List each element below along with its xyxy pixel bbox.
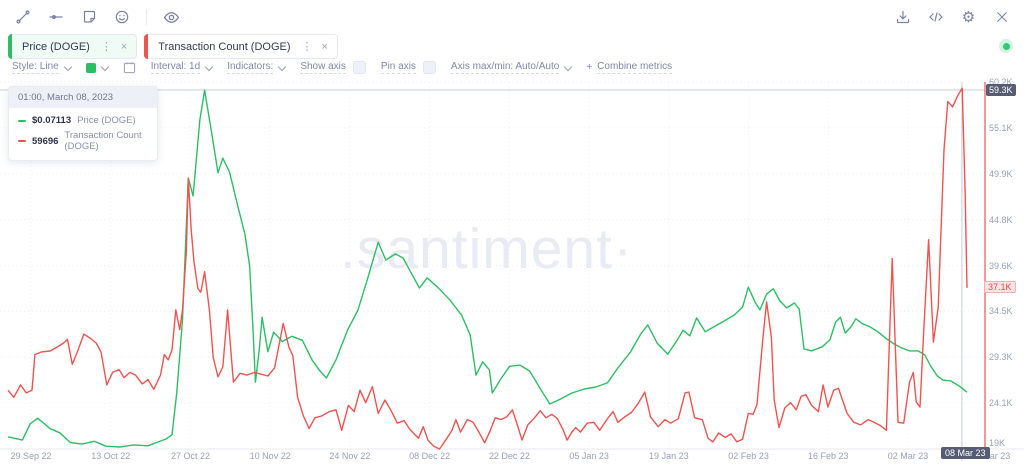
line-color-swatch: [85, 62, 96, 73]
combine-metrics-button[interactable]: + Combine metrics: [586, 61, 673, 74]
plus-icon: +: [586, 62, 593, 73]
close-tab-icon[interactable]: ×: [321, 40, 328, 53]
chevron-down-icon: [278, 62, 287, 71]
trend-line-icon[interactable]: [14, 9, 31, 26]
x-axis-label: 16 Feb 23: [808, 451, 849, 461]
y-axis-label: 34.5K: [989, 306, 1013, 317]
tooltip-row-price: $0.07113 Price (DOGE): [9, 113, 157, 128]
chevron-down-icon: [63, 62, 72, 71]
tab-accent-bar: [144, 34, 149, 59]
y-axis-label: 49.9K: [989, 168, 1013, 179]
kebab-menu-icon[interactable]: ⋮: [301, 41, 313, 53]
download-icon[interactable]: [894, 9, 911, 26]
tooltip-txn-value: 59696: [32, 135, 59, 147]
color-swatch-selector[interactable]: [85, 62, 109, 73]
x-axis-label: 13 Oct 22: [91, 451, 131, 461]
tab-price-doge[interactable]: Price (DOGE) ⋮ ×: [8, 34, 138, 59]
interval-calendar-icon[interactable]: [123, 61, 136, 74]
pin-axis-checkbox[interactable]: [422, 61, 436, 74]
tab-transaction-count-doge[interactable]: Transaction Count (DOGE) ⋮ ×: [144, 34, 338, 59]
interval-selector[interactable]: Interval: 1d: [150, 61, 214, 74]
x-axis-label: 16 Mar 23: [969, 451, 1011, 461]
txn-series-dash-icon: [18, 140, 26, 142]
pin-axis-toggle[interactable]: Pin axis: [380, 61, 436, 74]
chart-tooltip: 01:00, March 08, 2023 $0.07113 Price (DO…: [8, 86, 158, 161]
indicators-selector[interactable]: Indicators:: [227, 61, 287, 74]
tooltip-date-header: 01:00, March 08, 2023: [9, 87, 157, 108]
emoji-icon[interactable]: [113, 9, 130, 26]
chart-settings-row: Style: Line Interval: 1d Indicators: Sho…: [12, 61, 673, 74]
tab-label: Price (DOGE): [22, 40, 90, 53]
chevron-down-icon: [100, 62, 109, 71]
y-axis-label: 55.1K: [989, 122, 1013, 133]
series-line-transaction-count: [7, 87, 968, 450]
x-axis-label: 19 Jan 23: [649, 451, 689, 461]
toolbar-right-group: ⚙: [894, 9, 1010, 26]
settings-gear-icon[interactable]: ⚙: [961, 8, 976, 26]
y-axis-label: 19K: [989, 438, 1006, 448]
kebab-menu-icon[interactable]: ⋮: [100, 41, 112, 53]
x-axis-label: 02 Mar 23: [887, 451, 929, 461]
santiment-watermark: .santiment·: [340, 217, 633, 281]
show-axis-toggle[interactable]: Show axis: [300, 61, 366, 74]
y-axis-label: 39.6K: [989, 260, 1013, 271]
close-icon[interactable]: [993, 9, 1010, 26]
toolbar-divider: [146, 9, 147, 25]
toolbar-left-group: [14, 9, 180, 26]
tab-label: Transaction Count (DOGE): [158, 40, 291, 53]
tooltip-price-value: $0.07113: [32, 115, 72, 126]
x-axis-label: 27 Oct 22: [170, 451, 210, 461]
crosshair-date-badge: 08 Mar 23: [941, 447, 990, 459]
crosshair-value-badge: 59.3K: [986, 84, 1016, 97]
top-toolbar: ⚙: [0, 0, 1024, 34]
chevron-down-icon: [564, 62, 573, 71]
close-tab-icon[interactable]: ×: [120, 40, 128, 53]
tab-accent-bar: [8, 34, 12, 59]
eye-icon[interactable]: [163, 9, 180, 26]
x-axis-label: 08 Dec 22: [409, 451, 451, 461]
note-icon[interactable]: [80, 9, 97, 26]
x-axis-label: 02 Feb 23: [728, 451, 769, 461]
x-axis-label: 05 Jan 23: [569, 451, 609, 461]
metric-tabs: Price (DOGE) ⋮ × Transaction Count (DOGE…: [8, 34, 338, 59]
show-axis-checkbox[interactable]: [352, 61, 366, 74]
style-selector[interactable]: Style: Line: [12, 61, 72, 74]
horizontal-ray-icon[interactable]: [47, 9, 64, 26]
y-axis-label: 60.2K: [989, 77, 1013, 87]
x-axis-label: 29 Sep 22: [10, 451, 52, 461]
y-axis-label: 44.8K: [989, 214, 1013, 225]
price-series-dash-icon: [18, 119, 26, 122]
x-axis-label: 22 Dec 22: [488, 451, 530, 461]
x-axis-label: 24 Nov 22: [329, 451, 371, 461]
tooltip-row-transaction-count: 59696 Transaction Count (DOGE): [9, 128, 157, 154]
y-axis-label: 29.3K: [989, 352, 1013, 363]
live-status-indicator: [999, 39, 1013, 53]
last-value-badge: 37.1K: [984, 280, 1016, 293]
code-icon[interactable]: [927, 9, 944, 26]
tooltip-txn-label: Transaction Count (DOGE): [64, 130, 142, 152]
axis-minmax-selector[interactable]: Axis max/min: Auto/Auto: [450, 61, 573, 74]
y-axis-label: 24.1K: [989, 398, 1013, 409]
x-axis-label: 10 Nov 22: [249, 451, 291, 461]
chevron-down-icon: [204, 62, 214, 71]
series-line-price: [7, 89, 968, 448]
tooltip-price-label: Price (DOGE): [77, 115, 136, 126]
